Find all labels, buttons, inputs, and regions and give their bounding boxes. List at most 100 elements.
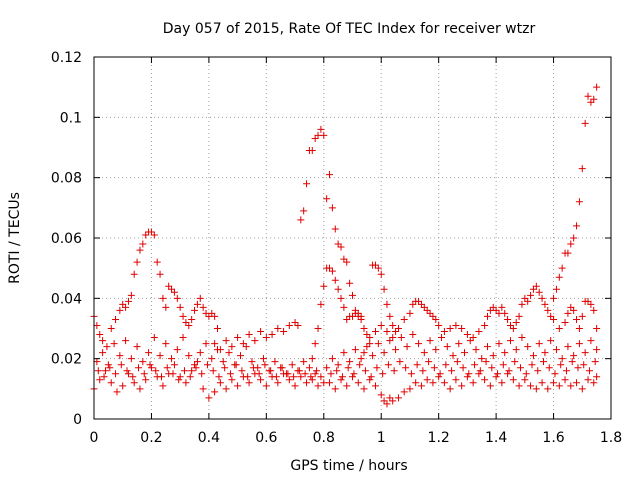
data-point: [139, 358, 147, 366]
data-point: [308, 147, 316, 155]
data-point: [182, 379, 190, 387]
data-point: [478, 355, 486, 363]
data-point: [180, 367, 188, 375]
data-point: [380, 349, 388, 357]
data-point: [136, 246, 144, 254]
data-point: [262, 334, 270, 342]
data-point: [303, 379, 311, 387]
data-point: [412, 379, 420, 387]
data-point: [567, 240, 575, 248]
data-point: [337, 243, 345, 251]
data-point: [152, 367, 160, 375]
data-point: [423, 376, 431, 384]
data-point: [446, 385, 454, 393]
data-point: [311, 340, 319, 348]
data-point: [535, 288, 543, 296]
data-point: [552, 285, 560, 293]
data-point: [328, 204, 336, 212]
data-point: [459, 364, 467, 372]
data-point: [113, 388, 121, 396]
data-point: [153, 258, 161, 266]
data-point: [228, 376, 236, 384]
data-point: [409, 331, 417, 339]
data-point: [482, 358, 490, 366]
data-point: [104, 361, 112, 369]
y-tick-labels: 0 0.02 0.04 0.06 0.08 0.1 0.12: [51, 50, 82, 428]
data-point: [211, 312, 219, 320]
data-point: [119, 382, 127, 390]
data-point: [343, 315, 351, 323]
data-point: [209, 367, 217, 375]
data-point: [112, 370, 120, 378]
data-point: [532, 385, 540, 393]
data-point: [130, 270, 138, 278]
data-point: [274, 379, 282, 387]
data-point: [222, 385, 230, 393]
data-point: [112, 315, 120, 323]
data-point: [369, 352, 377, 360]
y-tick-label: 0.02: [51, 352, 82, 368]
data-point: [176, 303, 184, 311]
data-point: [570, 234, 578, 242]
data-point: [249, 364, 257, 372]
data-point: [300, 358, 308, 366]
data-point: [122, 303, 130, 311]
data-point: [400, 388, 408, 396]
data-point: [225, 349, 233, 357]
data-point: [157, 373, 165, 381]
data-point: [317, 125, 325, 133]
data-point: [394, 325, 402, 332]
data-point: [188, 367, 196, 375]
data-point: [471, 361, 479, 369]
data-point: [135, 364, 143, 372]
data-point: [163, 364, 171, 372]
data-point: [202, 340, 210, 348]
data-point: [226, 370, 234, 378]
data-point: [504, 370, 512, 378]
data-point: [458, 382, 466, 390]
data-point: [505, 367, 513, 375]
data-point: [165, 282, 173, 290]
x-tick-label: 1.6: [542, 430, 564, 446]
data-point: [303, 180, 311, 188]
data-point: [390, 367, 398, 375]
data-point: [564, 343, 572, 351]
data-point: [475, 328, 483, 336]
y-tick-label: 0.04: [51, 291, 82, 307]
data-point: [147, 364, 155, 372]
data-point: [238, 367, 246, 375]
data-point: [193, 300, 201, 308]
data-point: [366, 340, 374, 348]
data-point: [198, 370, 206, 378]
data-point: [570, 352, 578, 360]
data-point: [284, 370, 292, 378]
data-point: [124, 370, 132, 378]
data-point: [527, 382, 535, 390]
data-point: [524, 297, 532, 305]
data-point: [107, 379, 115, 387]
data-point: [291, 382, 299, 390]
data-point: [259, 355, 267, 363]
data-point: [435, 321, 443, 329]
data-point: [373, 364, 381, 372]
data-point: [251, 337, 259, 345]
data-point: [334, 285, 342, 293]
data-point: [506, 337, 514, 345]
data-point: [244, 373, 252, 381]
data-point: [501, 309, 509, 317]
data-point: [420, 303, 428, 311]
data-point: [499, 361, 507, 369]
data-point: [436, 370, 444, 378]
data-point: [529, 285, 537, 293]
data-point: [337, 376, 345, 384]
data-point: [567, 303, 575, 311]
data-point: [481, 321, 489, 329]
data-point: [440, 328, 448, 336]
x-tick-label: 0.4: [198, 430, 220, 446]
data-point: [343, 258, 351, 266]
data-point: [472, 346, 480, 354]
x-tick-label: 1.4: [485, 430, 507, 446]
data-point: [575, 198, 583, 206]
data-point: [541, 349, 549, 357]
data-point: [403, 343, 411, 351]
